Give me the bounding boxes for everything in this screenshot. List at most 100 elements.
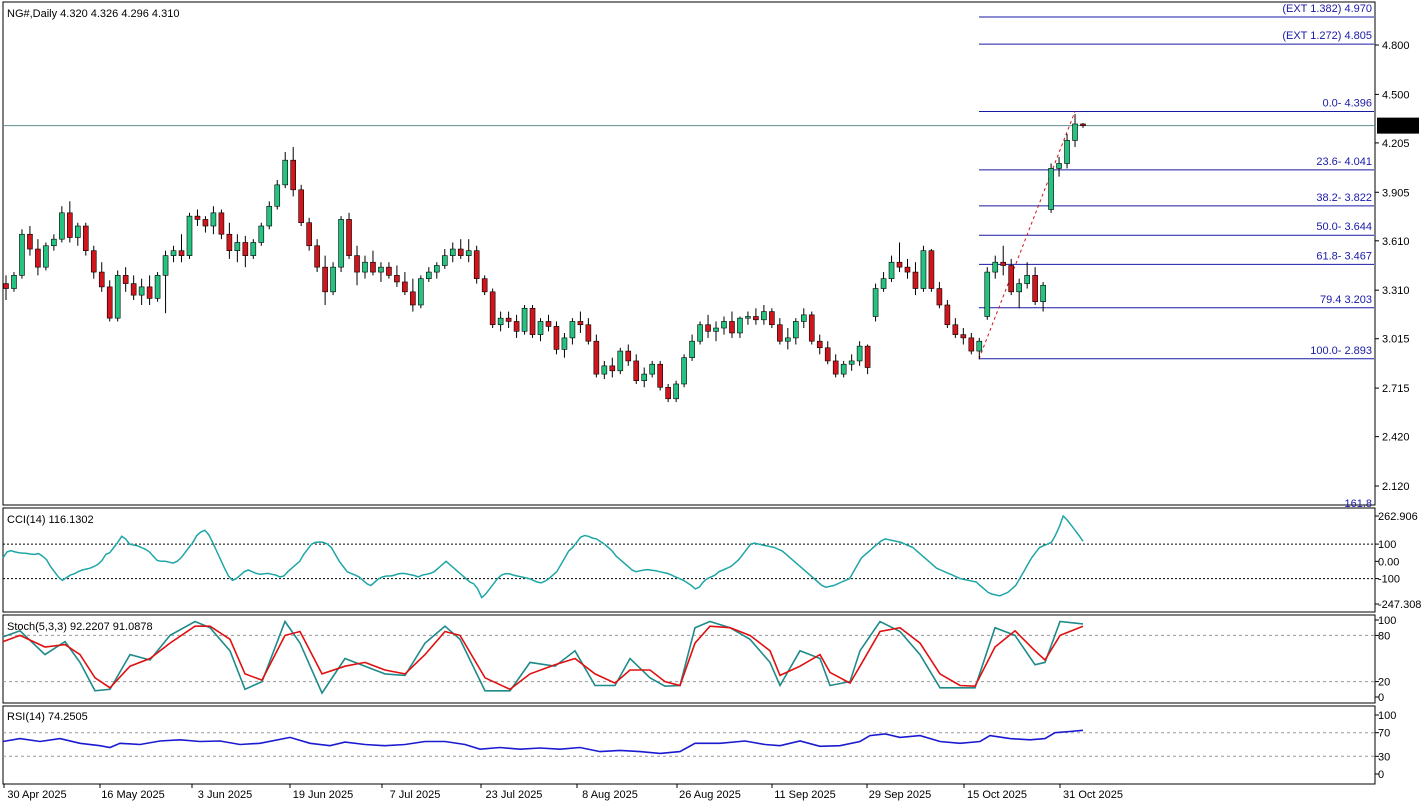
candle-body bbox=[848, 360, 855, 365]
time-tick-label: 16 May 2025 bbox=[101, 789, 165, 801]
candle-body bbox=[290, 159, 297, 191]
fib-level-label: 61.8- 3.467 bbox=[1316, 250, 1372, 262]
fib-anchor-trendline bbox=[978, 111, 1076, 359]
candle-body bbox=[170, 250, 177, 256]
fib-161-label: 161.8 bbox=[1344, 498, 1372, 510]
candle-body bbox=[864, 345, 871, 368]
rsi-line bbox=[2, 729, 1084, 755]
candle-body bbox=[98, 271, 105, 288]
candle-body bbox=[641, 373, 648, 381]
candle-body bbox=[1064, 140, 1070, 164]
candle-body bbox=[59, 212, 65, 240]
candle-body bbox=[330, 266, 336, 293]
candle-body bbox=[274, 184, 281, 207]
candle-body bbox=[553, 326, 560, 350]
candle-body bbox=[928, 250, 935, 289]
candle-body bbox=[777, 324, 783, 342]
candle-body bbox=[314, 245, 320, 268]
price-tick-label: 4.800 bbox=[1382, 40, 1410, 52]
candle-body bbox=[3, 283, 9, 289]
candle-body bbox=[433, 265, 440, 273]
rsi-panel-frame bbox=[2, 705, 1376, 785]
candle-body bbox=[210, 212, 217, 227]
fib-level-label: 38.2- 3.822 bbox=[1316, 192, 1372, 204]
candle-body bbox=[19, 233, 25, 276]
candle-body bbox=[1072, 123, 1078, 141]
candle-body bbox=[234, 242, 241, 251]
candle-body bbox=[306, 222, 312, 247]
candle-body bbox=[473, 250, 480, 279]
rsi-label: RSI(14) 74.2505 bbox=[7, 711, 88, 723]
current-price-label: 4.310 bbox=[1382, 121, 1410, 133]
stoch-main-line bbox=[2, 619, 1084, 695]
candle-body bbox=[226, 233, 233, 251]
stoch-tick-label: 20 bbox=[1378, 677, 1390, 689]
candle-body bbox=[441, 255, 448, 266]
candle-body bbox=[410, 291, 416, 306]
time-tick-label: 7 Jul 2025 bbox=[390, 789, 441, 801]
candle-body bbox=[633, 360, 640, 381]
candle-body bbox=[745, 316, 751, 319]
candle-body bbox=[106, 286, 113, 319]
candle-body bbox=[82, 225, 89, 251]
fib-level-label: 23.6- 4.041 bbox=[1316, 156, 1372, 168]
time-tick-label: 31 Oct 2025 bbox=[1063, 789, 1123, 801]
candle-body bbox=[1080, 123, 1086, 126]
candle-body bbox=[880, 278, 887, 289]
candle-body bbox=[378, 266, 384, 273]
candle-body bbox=[737, 317, 743, 334]
candle-body bbox=[338, 219, 344, 268]
candle-body bbox=[186, 215, 193, 256]
stoch-tick-label: 100 bbox=[1378, 615, 1396, 627]
candle-body bbox=[840, 363, 847, 375]
candle-body bbox=[250, 242, 257, 256]
candle-body bbox=[489, 291, 496, 326]
candle-body bbox=[457, 248, 464, 256]
rsi-tick-label: 30 bbox=[1378, 751, 1390, 763]
price-tick-label: 3.905 bbox=[1382, 187, 1410, 199]
candle-body bbox=[888, 261, 895, 279]
candle-body bbox=[952, 324, 959, 335]
time-tick-label: 3 Jun 2025 bbox=[198, 789, 252, 801]
price-axis: 4.800 4.500 4.205 3.905 3.610 3.310 3.015 2.715… bbox=[1344, 40, 1419, 510]
candle-body bbox=[800, 314, 807, 322]
candle-body bbox=[824, 347, 831, 362]
candle-body bbox=[976, 340, 983, 352]
cci-tick-label: 100 bbox=[1378, 539, 1396, 551]
candle-body bbox=[242, 242, 249, 256]
cci-line bbox=[2, 514, 1084, 599]
candle-body bbox=[481, 278, 488, 293]
candle-body bbox=[202, 219, 209, 227]
candle-body bbox=[761, 311, 767, 321]
price-tick-label: 3.310 bbox=[1382, 285, 1410, 297]
candle-body bbox=[266, 205, 273, 227]
rsi-tick-label: 100 bbox=[1378, 710, 1396, 722]
candle-body bbox=[936, 288, 943, 306]
candle-body bbox=[1000, 261, 1007, 266]
candle-body bbox=[1016, 283, 1022, 293]
candle-body bbox=[673, 383, 679, 400]
candle-body bbox=[681, 357, 687, 385]
candle-body bbox=[1056, 163, 1062, 169]
candle-body bbox=[529, 307, 536, 335]
candle-body bbox=[537, 321, 544, 335]
time-tick-label: 11 Sep 2025 bbox=[774, 789, 836, 801]
candle-body bbox=[816, 340, 823, 349]
fibonacci-levels: (EXT 1.382) 4.970 (EXT 1.272) 4.805 0.0- 4… bbox=[978, 3, 1374, 360]
candle-body bbox=[697, 324, 703, 342]
candle-body bbox=[67, 212, 73, 238]
candlestick-series bbox=[3, 114, 1086, 403]
candle-body bbox=[808, 314, 815, 342]
time-tick-label: 30 Apr 2025 bbox=[7, 789, 66, 801]
candle-body bbox=[449, 248, 456, 256]
candle-body bbox=[354, 255, 360, 273]
cci-indicator: 262.906 100 0.00 -100 -247.308 bbox=[2, 511, 1421, 611]
fib-level-label: 100.0- 2.893 bbox=[1310, 345, 1372, 357]
symbol-header: NG#,Daily 4.320 4.326 4.296 4.310 bbox=[7, 8, 179, 20]
candle-body bbox=[346, 219, 352, 256]
candle-body bbox=[1024, 275, 1030, 284]
candle-body bbox=[35, 248, 41, 268]
candle-body bbox=[753, 316, 759, 321]
candle-body bbox=[394, 275, 400, 283]
